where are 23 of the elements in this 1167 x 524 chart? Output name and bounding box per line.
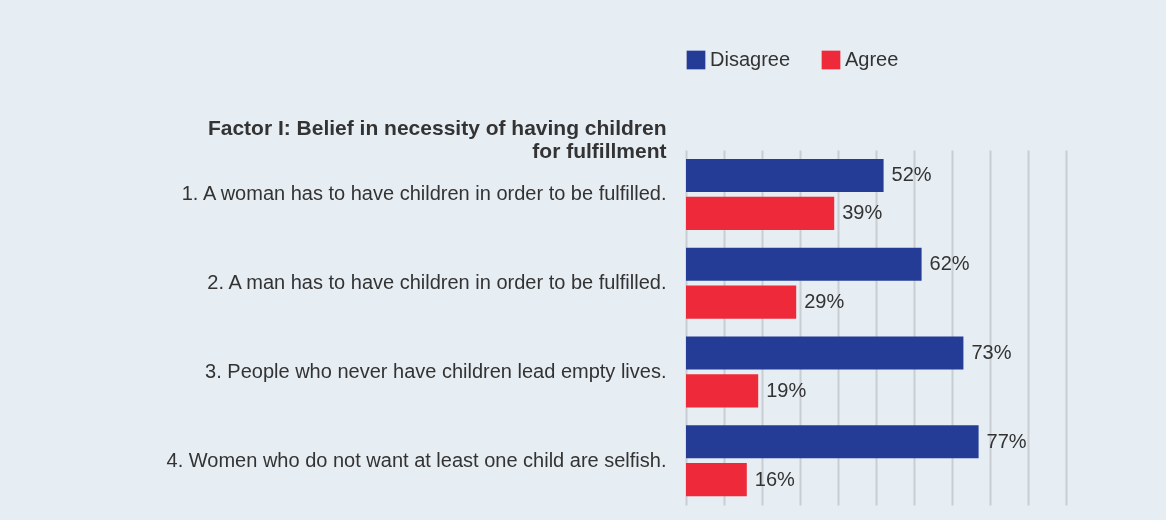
y-tick-label: 1. A woman has to have children in order to be fulfilled. — [181, 182, 667, 205]
legend-label: Agree — [845, 48, 899, 70]
bar — [686, 158, 884, 193]
data-label: 77% — [986, 429, 1027, 452]
legend-label: Disagree — [710, 48, 791, 70]
y-tick-label: 3. People who never have children lead empty lives. — [205, 359, 667, 382]
data-label: 16% — [754, 467, 796, 490]
data-label: 52% — [891, 163, 932, 186]
data-label: 29% — [804, 290, 845, 313]
y-tick-label: 4. Women who do not want at least one child are selfish. — [166, 448, 667, 471]
y-axis-title: Factor I: Belief in necessity of having children for fulfillment — [207, 115, 667, 162]
bar — [686, 374, 759, 408]
bar — [686, 247, 922, 281]
data-label: 62% — [929, 252, 970, 275]
bar — [686, 285, 797, 319]
data-label: 39% — [842, 201, 883, 224]
bar — [686, 196, 835, 230]
data-label: 19% — [766, 378, 807, 401]
bar — [686, 462, 747, 497]
data-label: 73% — [971, 340, 1012, 363]
bar — [686, 336, 964, 370]
bar — [686, 425, 979, 459]
y-tick-label: 2. A man has to have children in order to be fulfilled. — [207, 271, 667, 294]
